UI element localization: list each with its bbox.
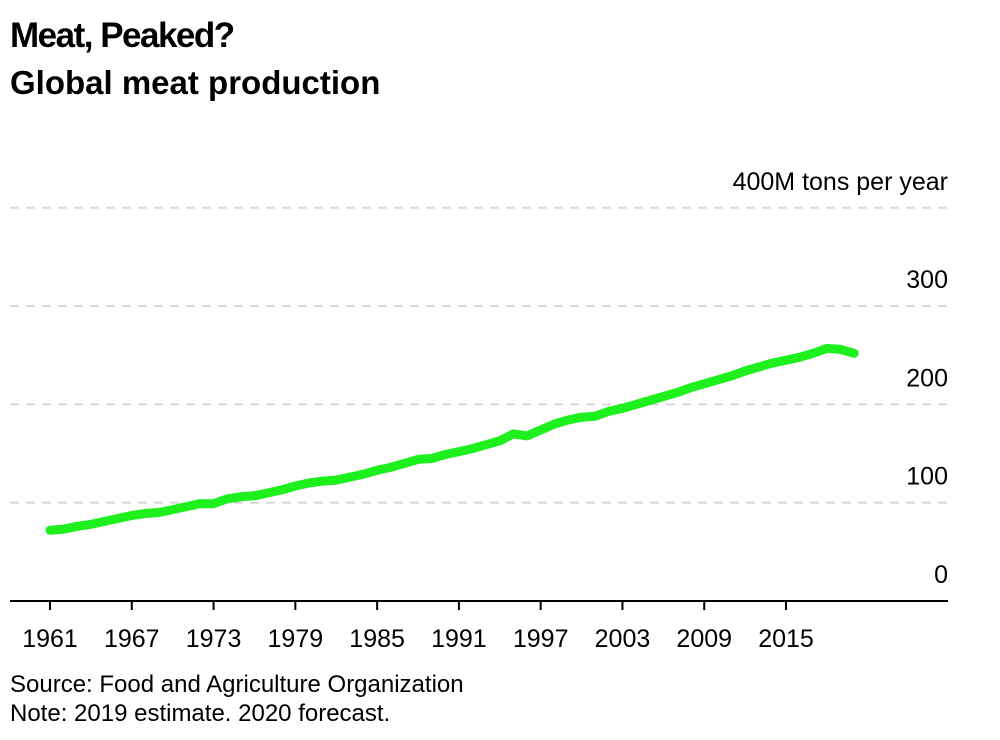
chart-notes: Source: Food and Agriculture Organizatio… [10, 670, 464, 728]
y-tick-label-300: 300 [906, 266, 948, 294]
series-layer [45, 343, 859, 535]
y-tick-label-400: 400M tons per year [733, 168, 948, 196]
x-tick-label-1961: 1961 [22, 625, 78, 653]
gridlines [10, 206, 948, 504]
chart-subtitle: Global meat production [10, 64, 381, 101]
line-chart: 0 100 200 300 400M tons per year 1961 1967 197… [10, 168, 948, 653]
y-tick-label-100: 100 [906, 463, 948, 491]
y-tick-label-200: 200 [906, 364, 948, 392]
x-tick-label-1997: 1997 [513, 625, 569, 653]
footnote: Note: 2019 estimate. 2020 forecast. [10, 700, 391, 727]
series-line-0 [45, 343, 859, 535]
x-tick-label-1967: 1967 [104, 625, 160, 653]
x-tick-label-1985: 1985 [349, 625, 405, 653]
x-tick-label-2015: 2015 [758, 625, 814, 653]
x-axis-ticks: 1961 1967 1973 1979 1985 1991 1997 2003 2009 2015 [22, 601, 814, 653]
x-tick-label-1979: 1979 [268, 625, 324, 653]
y-tick-label-0: 0 [934, 561, 948, 589]
x-tick-label-1973: 1973 [186, 625, 242, 653]
source-note: Source: Food and Agriculture Organizatio… [10, 671, 464, 698]
x-tick-label-2003: 2003 [595, 625, 651, 653]
x-tick-label-1991: 1991 [431, 625, 487, 653]
chart-title: Meat, Peaked? [10, 16, 235, 55]
x-tick-label-2009: 2009 [676, 625, 732, 653]
y-axis-labels: 0 100 200 300 400M tons per year [733, 168, 948, 589]
